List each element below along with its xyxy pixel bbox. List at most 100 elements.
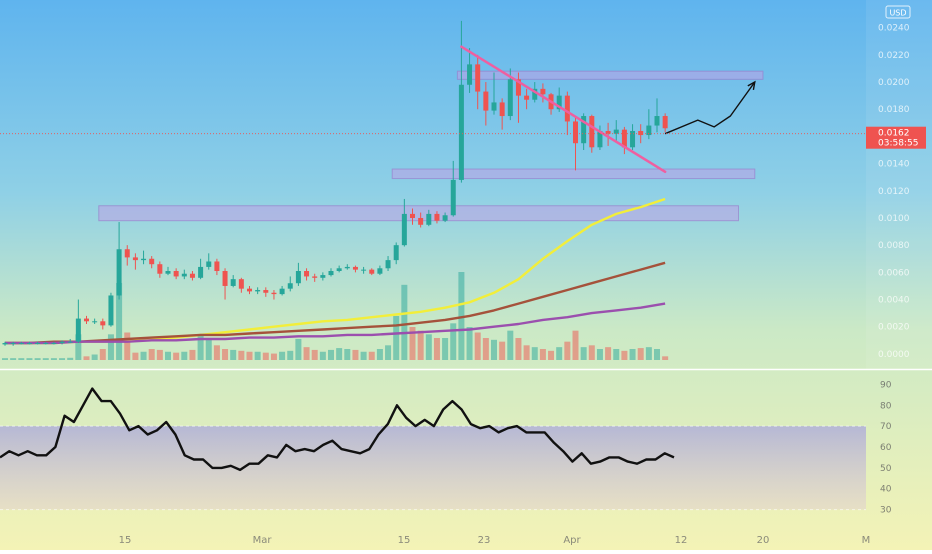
candle [165,266,171,276]
candle [189,271,195,281]
volume-bar [213,345,220,360]
price-tick-label: 0.0020 [878,323,910,333]
candle [320,272,326,281]
time-axis: 15 Mar 15 23 Apr 12 20 M [119,535,871,546]
volume-bar [328,349,334,360]
candle [26,341,32,345]
bar-countdown: 03:58:55 [878,139,918,149]
volume-bar [230,349,237,360]
indicator-tick-label: 30 [880,506,892,516]
moving-averages [5,197,666,345]
volume-bar [507,330,514,360]
candle [295,262,301,286]
volume-bar [450,323,457,360]
volume-bar [564,341,571,360]
candle [43,341,49,345]
candle [426,209,432,227]
time-tick-label: 15 [398,535,411,546]
price-tick-label: 0.0240 [878,24,910,34]
indicator-tick-label: 80 [880,401,892,411]
candle [524,88,530,110]
moving-average-line [5,261,666,345]
volume-bar [556,347,563,360]
candle [173,268,179,280]
volume-bar [588,345,595,360]
candle [336,265,342,273]
volume-bar [466,327,473,360]
price-tick-label: 0.0200 [878,78,910,88]
volume-bar [654,349,660,360]
candle [410,208,415,225]
volume-bar [458,272,465,360]
candle [654,98,660,133]
projection-path [664,81,756,135]
volume-bar [662,356,669,360]
candle [328,268,334,277]
candle [75,299,81,344]
candle [35,341,41,345]
volume-bar [189,349,196,360]
volume-bar [287,350,294,360]
volume-bar [442,338,449,360]
candle [605,122,611,146]
time-tick-label: 23 [478,535,491,546]
volume-bar [311,349,318,360]
candle [84,315,89,325]
last-price-tag[interactable]: 0.0162 03:58:55 [866,126,926,149]
volume-bar [515,338,522,360]
candle [287,276,293,292]
candle [247,285,252,295]
candle [230,275,236,288]
candle [59,340,65,345]
time-tick-label: 12 [675,535,688,546]
time-tick-label: 15 [119,535,132,546]
price-tick-label: 0.0100 [878,214,910,224]
volume-bar [417,330,424,360]
price-tick-label: 0.0040 [878,296,910,306]
volume-bar [75,334,82,360]
volume-bar [262,352,269,360]
currency-badge[interactable]: USD [885,5,911,19]
indicator-band [0,425,866,511]
volume-bar [156,349,163,360]
price-axis-panel[interactable] [866,0,932,370]
volume-bar [181,351,188,360]
volume-bar [523,345,530,360]
candle [279,285,285,296]
last-price-value: 0.0162 [878,129,910,139]
indicator-band-fill [0,426,866,510]
volume-bar [645,347,652,360]
volume-bar [393,316,400,360]
candle [108,292,114,327]
resistance-zones [98,70,764,222]
candle [613,120,619,141]
volume-bar [270,353,277,360]
volume-bar [116,283,123,360]
volume-bar [548,350,555,360]
volume-bar [336,348,343,360]
drawings [460,45,756,174]
candle [132,253,138,270]
candle [385,256,391,271]
volume-bar [474,332,481,360]
candle [67,338,73,344]
candle [263,287,269,297]
candle [214,258,220,276]
candle [141,250,147,265]
candle [499,98,505,130]
candle [149,256,155,269]
volume-bar [83,356,90,360]
candle [157,261,163,278]
volume-bar [621,350,628,360]
price-tick-label: 0.0080 [878,241,910,251]
candle [458,20,464,183]
candle [434,211,440,224]
candle [92,318,98,325]
candle [491,72,497,115]
volume-bar [580,347,587,360]
candle [450,160,456,217]
indicator-tick-label: 50 [880,464,892,474]
candle [238,277,244,293]
volume-bar [173,352,180,360]
